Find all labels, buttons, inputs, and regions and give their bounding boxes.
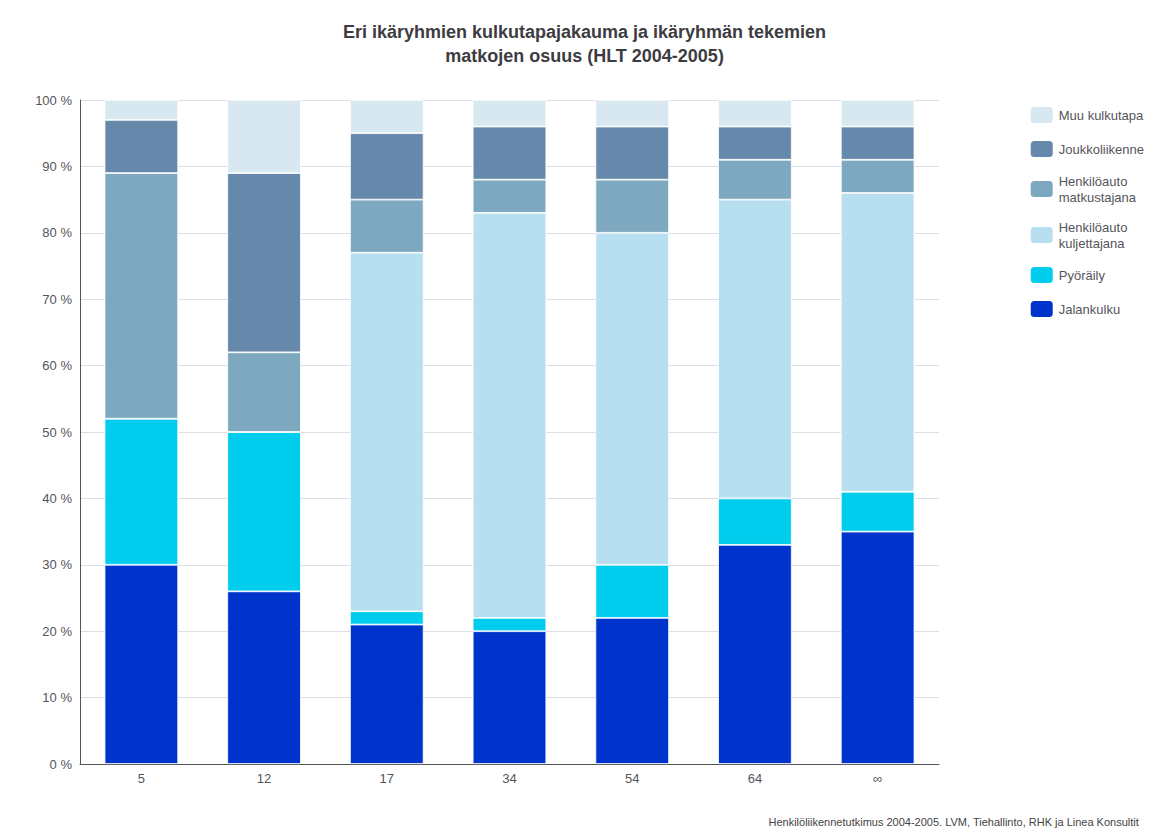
svg-text:90 %: 90 % <box>42 159 72 174</box>
svg-text:matkojen osuus (HLT 2004-2005): matkojen osuus (HLT 2004-2005) <box>445 46 724 66</box>
svg-text:matkustajana: matkustajana <box>1059 190 1137 205</box>
svg-text:40 %: 40 % <box>42 491 72 506</box>
svg-text:Eri ikäryhmien kulkutapajakaum: Eri ikäryhmien kulkutapajakauma ja ikäry… <box>343 22 826 42</box>
svg-text:70 %: 70 % <box>42 292 72 307</box>
svg-text:Jalankulku: Jalankulku <box>1059 302 1120 317</box>
svg-text:100 %: 100 % <box>35 93 72 108</box>
svg-text:0 %: 0 % <box>50 757 73 772</box>
svg-text:12: 12 <box>257 771 271 786</box>
svg-text:34: 34 <box>502 771 516 786</box>
svg-text:17: 17 <box>380 771 394 786</box>
svg-text:64: 64 <box>748 771 762 786</box>
svg-text:20 %: 20 % <box>42 624 72 639</box>
svg-text:10 %: 10 % <box>42 690 72 705</box>
svg-text:80 %: 80 % <box>42 225 72 240</box>
svg-text:60 %: 60 % <box>42 358 72 373</box>
svg-text:Henkilöauto: Henkilöauto <box>1059 220 1128 235</box>
svg-text:Joukkoliikenne: Joukkoliikenne <box>1059 142 1144 157</box>
svg-text:Henkilöauto: Henkilöauto <box>1059 174 1128 189</box>
svg-text:∞: ∞ <box>873 771 882 786</box>
svg-text:54: 54 <box>625 771 639 786</box>
svg-text:Henkilöliikennetutkimus 2004-2: Henkilöliikennetutkimus 2004-2005. LVM, … <box>768 816 1138 828</box>
svg-text:Pyöräily: Pyöräily <box>1059 268 1106 283</box>
svg-text:50 %: 50 % <box>42 425 72 440</box>
svg-text:5: 5 <box>138 771 145 786</box>
svg-text:30 %: 30 % <box>42 557 72 572</box>
svg-text:Muu kulkutapa: Muu kulkutapa <box>1059 108 1144 123</box>
svg-text:kuljettajana: kuljettajana <box>1059 236 1126 251</box>
